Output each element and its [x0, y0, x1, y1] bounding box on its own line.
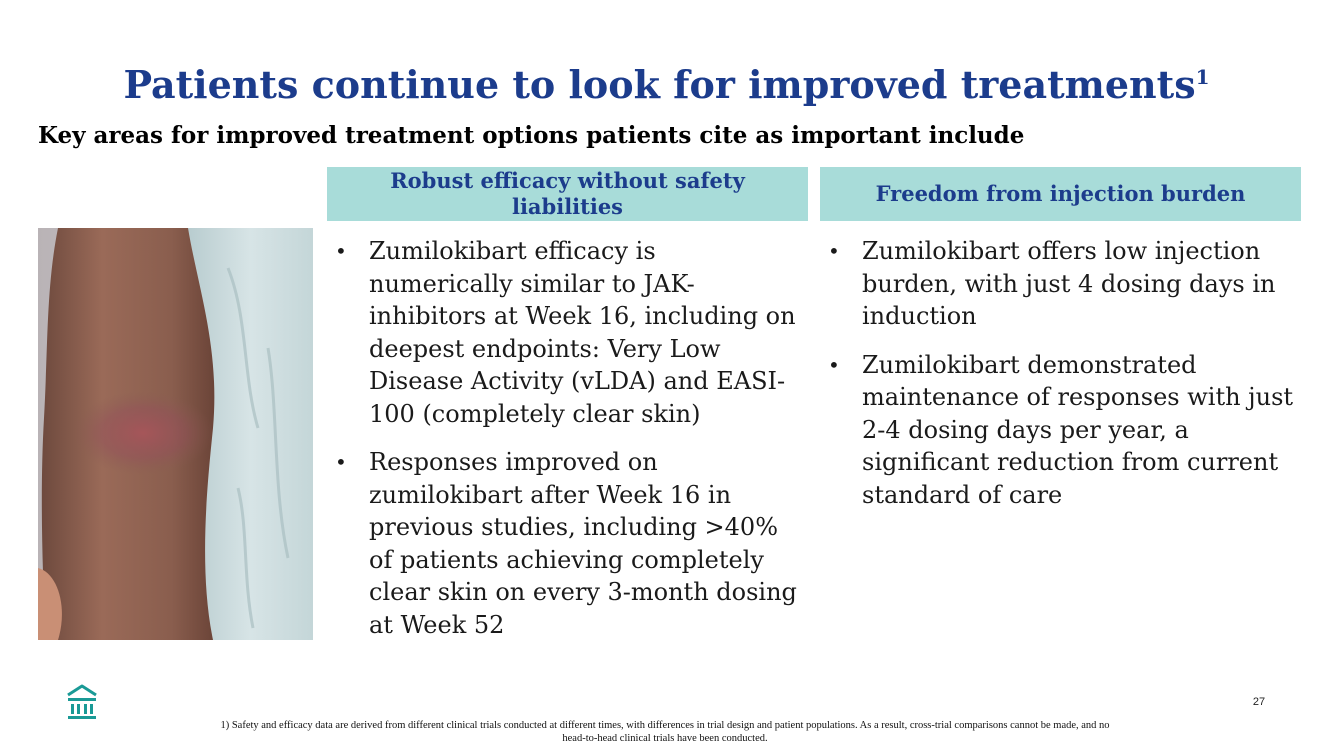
column-header-injection: Freedom from injection burden — [820, 167, 1301, 221]
bullet-text: Zumilokibart demonstrated maintenance of… — [862, 350, 1294, 509]
bullet-icon: • — [828, 352, 840, 377]
list-item: • Zumilokibart offers low injection burde… — [826, 235, 1296, 333]
title-footnote-marker: 1 — [1195, 65, 1210, 89]
column-header-efficacy: Robust efficacy without safety liabiliti… — [327, 167, 808, 221]
list-item: • Zumilokibart efficacy is numerically si… — [333, 235, 803, 430]
bullet-text: Zumilokibart efficacy is numerically sim… — [369, 237, 796, 428]
slide-subtitle: Key areas for improved treatment options… — [38, 122, 1025, 149]
eczema-arm-photo — [38, 228, 313, 640]
bullet-icon: • — [335, 239, 347, 263]
bullet-icon: • — [335, 450, 347, 474]
building-columns-icon — [65, 682, 99, 722]
slide-title-text: Patients continue to look for improved t… — [123, 62, 1196, 107]
footnote: 1) Safety and efficacy data are derived … — [220, 720, 1110, 744]
bullet-text: Zumilokibart offers low injection burden… — [862, 237, 1276, 330]
bullet-text: Responses improved on zumilokibart after… — [369, 448, 797, 639]
page-number: 27 — [1252, 696, 1266, 708]
list-item: • Zumilokibart demonstrated maintenance o… — [826, 349, 1296, 512]
slide-title: Patients continue to look for improved t… — [0, 52, 1333, 110]
list-item: • Responses improved on zumilokibart afte… — [333, 446, 803, 641]
bullet-icon: • — [828, 239, 840, 263]
efficacy-bullet-list: • Zumilokibart efficacy is numerically si… — [333, 235, 803, 657]
injection-bullet-list: • Zumilokibart offers low injection burde… — [826, 235, 1296, 527]
